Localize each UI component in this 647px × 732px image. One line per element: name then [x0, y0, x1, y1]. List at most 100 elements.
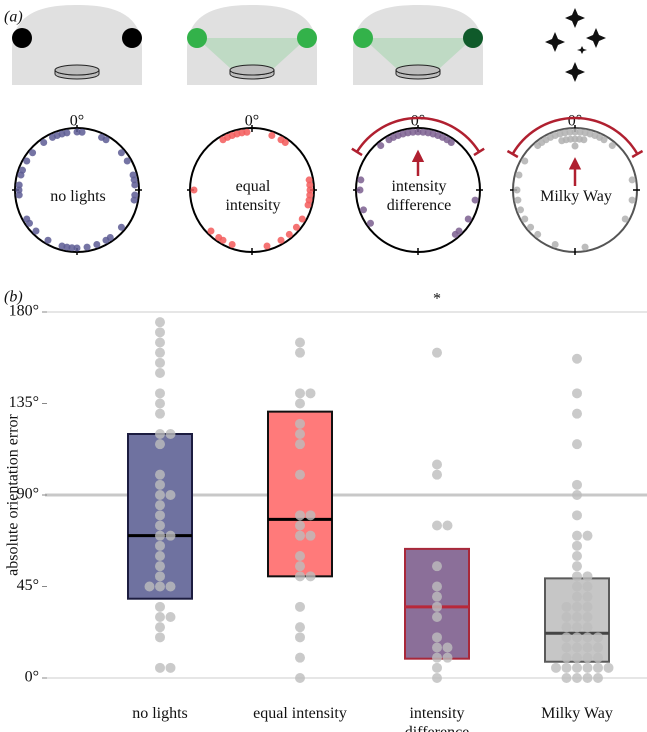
data-point [155, 551, 165, 561]
heading-dot [58, 242, 66, 250]
data-point [432, 459, 442, 470]
confidence-arc-end [473, 147, 485, 157]
data-point [593, 673, 603, 683]
y-tick-label: 0° [25, 669, 39, 686]
data-point [295, 429, 305, 439]
data-point [572, 632, 582, 643]
heading-dot [130, 196, 138, 204]
data-point [305, 510, 316, 521]
heading-dot [277, 236, 285, 244]
confidence-arc-end [506, 149, 519, 159]
data-point [572, 510, 582, 521]
circle-label: Milky Way [532, 185, 620, 207]
heading-dot [190, 186, 198, 194]
data-point [572, 388, 582, 399]
data-point [572, 551, 582, 561]
data-point [551, 662, 561, 673]
data-point [155, 388, 165, 399]
data-point [582, 632, 593, 643]
significance-marker: * [433, 291, 441, 308]
heading-dot [515, 171, 523, 179]
data-point [572, 612, 582, 622]
heading-dot [527, 223, 535, 231]
data-point [561, 673, 572, 683]
heading-dot [566, 128, 574, 136]
heading-dot [207, 227, 215, 235]
data-point [155, 612, 165, 622]
data-point [295, 561, 305, 572]
data-point [582, 622, 593, 633]
heading-dot [521, 215, 529, 223]
data-point [442, 642, 453, 653]
data-point [155, 500, 165, 511]
heading-dot [600, 136, 608, 144]
data-point [295, 530, 305, 541]
circle-label: intensity difference [375, 176, 463, 216]
data-point [155, 429, 165, 439]
data-point [155, 490, 165, 500]
data-point [295, 418, 305, 429]
heading-dot [102, 136, 110, 144]
data-point [155, 581, 165, 592]
data-point [155, 317, 165, 328]
data-point [155, 540, 165, 551]
heading-dot [513, 186, 521, 194]
heading-dot [298, 215, 306, 223]
data-point [165, 530, 176, 541]
data-point [295, 673, 305, 683]
heading-dot [131, 181, 139, 189]
heading-dot [628, 176, 636, 184]
heading-dot [123, 157, 131, 165]
data-point [305, 530, 316, 541]
data-point [155, 398, 165, 409]
data-point [572, 490, 582, 500]
heading-dot [621, 215, 629, 223]
heading-dot [63, 129, 71, 137]
data-point [442, 652, 453, 663]
data-point [155, 327, 165, 338]
data-point [572, 353, 582, 364]
data-point [432, 662, 442, 673]
data-point [572, 408, 582, 419]
heading-dot [551, 241, 559, 249]
data-point [295, 398, 305, 409]
data-point [561, 622, 572, 633]
y-tick-label: 135° [9, 394, 39, 411]
heading-dot [447, 138, 455, 146]
data-point [155, 439, 165, 450]
data-point [572, 642, 582, 653]
confidence-arc-end [631, 149, 644, 159]
heading-dot [580, 136, 588, 144]
heading-dot [15, 181, 23, 189]
data-point [295, 347, 305, 358]
data-point [165, 581, 176, 592]
data-point [442, 520, 453, 531]
heading-dot [521, 157, 529, 165]
data-point [295, 520, 305, 531]
data-point [593, 652, 603, 663]
data-point [432, 591, 442, 602]
data-point [155, 561, 165, 572]
heading-dot [93, 241, 101, 249]
heading-dot [228, 241, 236, 249]
heading-dot [359, 206, 367, 214]
data-point [582, 652, 593, 663]
data-point [572, 601, 582, 612]
heading-dot [48, 133, 56, 141]
data-point [572, 530, 582, 541]
data-point [432, 601, 442, 612]
data-point [295, 469, 305, 480]
data-point [582, 571, 593, 582]
heading-dot [29, 149, 37, 157]
data-point [432, 561, 442, 572]
x-tick-label: Milky Way [541, 705, 613, 722]
data-point [295, 652, 305, 663]
data-point [561, 632, 572, 643]
data-point [155, 632, 165, 643]
data-point [561, 662, 572, 673]
heading-dot [366, 219, 374, 227]
data-point [155, 479, 165, 490]
heading-dot [281, 138, 289, 146]
data-point [432, 632, 442, 643]
